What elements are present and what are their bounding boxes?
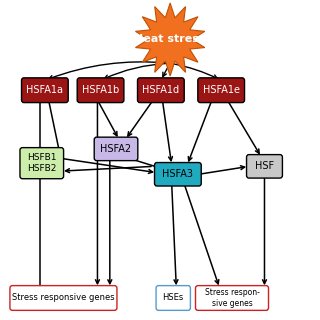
FancyBboxPatch shape (156, 286, 190, 310)
FancyBboxPatch shape (77, 78, 124, 103)
Text: HSFB1
HSFB2: HSFB1 HSFB2 (27, 154, 57, 173)
Text: Heat stress: Heat stress (134, 35, 206, 44)
Text: HSF: HSF (255, 161, 274, 171)
FancyBboxPatch shape (20, 148, 64, 179)
Text: HSFA1b: HSFA1b (82, 85, 119, 95)
FancyBboxPatch shape (10, 286, 117, 310)
FancyBboxPatch shape (21, 78, 68, 103)
FancyBboxPatch shape (196, 286, 268, 310)
Text: HSFA1a: HSFA1a (26, 85, 63, 95)
FancyBboxPatch shape (155, 163, 201, 186)
Text: Stress respon-
sive genes: Stress respon- sive genes (204, 288, 260, 308)
FancyBboxPatch shape (246, 155, 283, 178)
FancyBboxPatch shape (138, 78, 184, 103)
Text: HSFA2: HSFA2 (100, 144, 132, 154)
Text: HSFA1d: HSFA1d (142, 85, 180, 95)
FancyBboxPatch shape (198, 78, 244, 103)
Text: HSFA3: HSFA3 (162, 169, 193, 179)
Text: HSEs: HSEs (163, 293, 184, 302)
Text: Stress responsive genes: Stress responsive genes (12, 293, 115, 302)
FancyBboxPatch shape (94, 137, 138, 161)
Text: HSFA1e: HSFA1e (203, 85, 240, 95)
Polygon shape (135, 3, 205, 76)
